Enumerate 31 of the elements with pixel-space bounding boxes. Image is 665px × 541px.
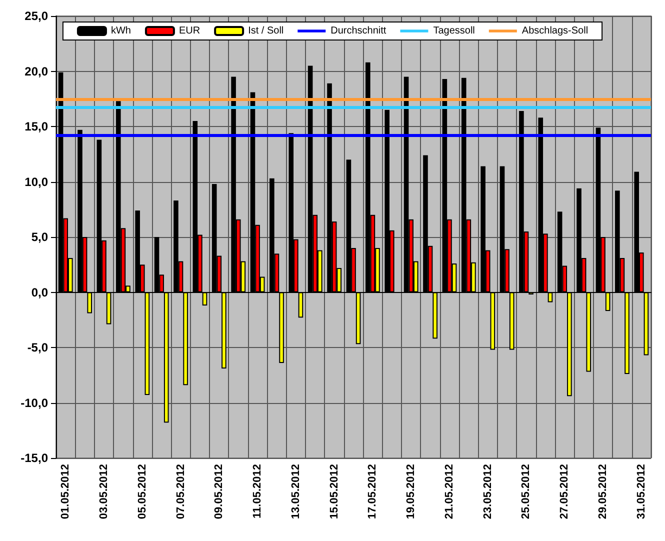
x-tick-label: 31.05.2012 [635,464,648,520]
x-tick-label: 19.05.2012 [405,464,418,520]
y-tick-label: -10,0 [20,396,48,410]
x-tick-label: 11.05.2012 [252,464,264,518]
y-tick-label: 10,0 [24,174,48,189]
legend-label: EUR [178,26,200,36]
y-tick-label: -5,0 [27,340,48,354]
y-tick-label: 0,0 [31,285,48,300]
x-tick-label: 29.05.2012 [597,464,610,520]
y-tick-label: 5,0 [31,230,48,244]
x-tick-label: 09.05.2012 [213,464,226,520]
x-tick-label: 17.05.2012 [366,464,379,520]
x-tick-label: 03.05.2012 [98,464,110,520]
x-tick-label: 05.05.2012 [136,464,148,520]
legend-label: kWh [110,26,131,36]
y-tick-label: -15,0 [20,451,48,465]
x-tick-label: 15.05.2012 [328,464,340,520]
legend-label: Durchschnitt [330,26,386,36]
x-tick-label: 13.05.2012 [290,464,302,520]
x-tick-label: 07.05.2012 [174,464,187,520]
y-tick-label: 20,0 [24,64,48,78]
x-tick-label: 21.05.2012 [443,464,456,520]
legend-label: Ist / Soll [248,26,284,36]
y-tick-label: 15,0 [24,120,48,134]
y-tick-label: 25,0 [24,9,48,23]
x-tick-label: 25.05.2012 [520,464,532,520]
x-tick-label: 01.05.2012 [60,464,72,520]
x-tick-label: 23.05.2012 [482,464,494,520]
x-tick-label: 27.05.2012 [558,464,571,520]
legend-label: Tagessoll [433,26,475,36]
legend-label: Abschlags-Soll [522,26,588,36]
